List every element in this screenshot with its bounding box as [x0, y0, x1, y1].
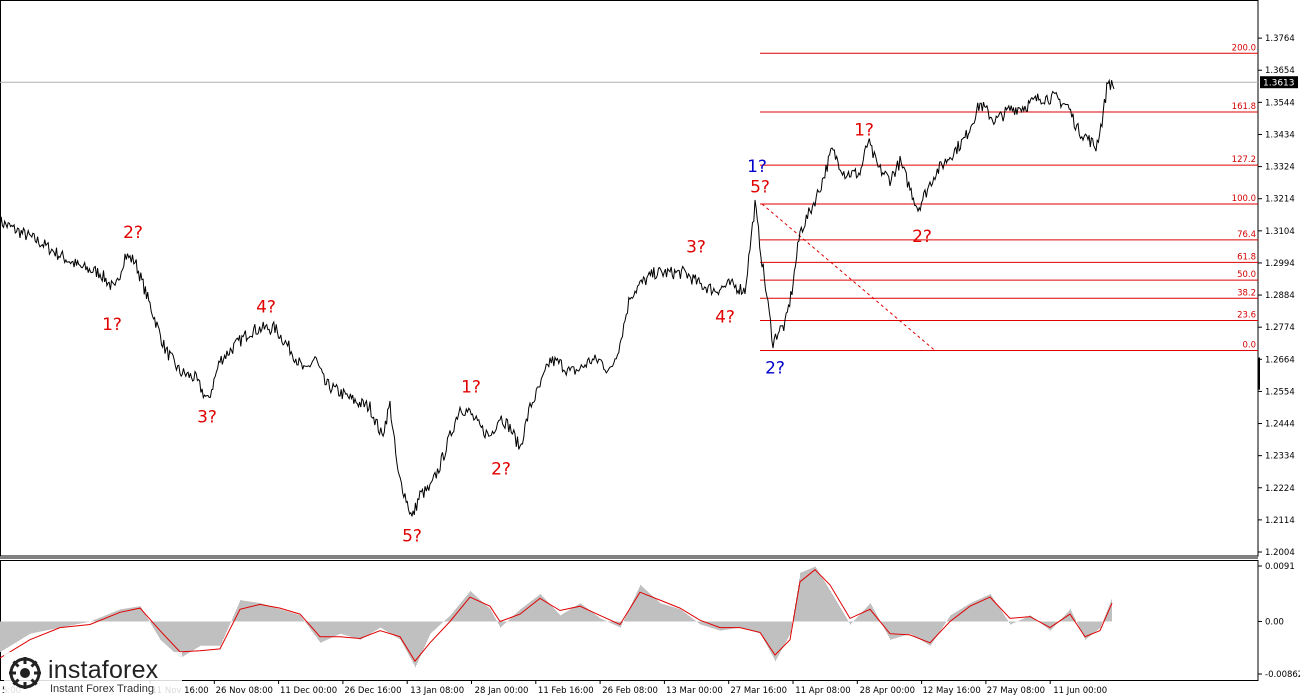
current-price-label: 1.3613: [1263, 79, 1295, 89]
x-tick-label: 13 Jan 08:00: [410, 686, 464, 696]
y-tick-label: 1.2224: [1265, 484, 1295, 494]
y-tick-label: 1.3214: [1265, 195, 1295, 205]
x-tick-label: 11 Dec 00:00: [280, 686, 337, 696]
y-tick-label: 1.2664: [1265, 355, 1295, 365]
y-tick-label: 1.2554: [1265, 387, 1295, 397]
x-tick-label: 11 Jun 00:00: [1053, 686, 1107, 696]
fib-level-label: 0.0: [1242, 341, 1256, 351]
osc-y-tick-label: -0.00862: [1265, 670, 1300, 680]
fib-level-label: 38.2: [1237, 288, 1256, 298]
y-tick-label: 1.2774: [1265, 323, 1295, 333]
wave-label: 3?: [197, 407, 217, 427]
x-tick-label: 26 Nov 08:00: [216, 686, 273, 696]
brand-tagline: Instant Forex Trading: [50, 683, 154, 695]
wave-label: 1?: [102, 315, 122, 335]
y-tick-label: 1.2444: [1265, 420, 1295, 430]
fib-level-label: 100.0: [1232, 194, 1256, 204]
wave-label: 2?: [765, 359, 785, 379]
wave-label: 4?: [256, 297, 276, 317]
fib-level-label: 61.8: [1237, 252, 1256, 262]
brand-name: instaforex: [48, 656, 159, 684]
y-tick-label: 1.2884: [1265, 291, 1295, 301]
osc-y-tick-label: 0.00: [1265, 617, 1284, 627]
fib-level-label: 50.0: [1237, 270, 1256, 280]
oscillator-signal-line: [0, 569, 1113, 662]
price-pane-frame: [0, 0, 1259, 557]
wave-label: 1?: [747, 157, 767, 177]
instaforex-logo-icon: [9, 657, 41, 689]
x-tick-label: 26 Dec 16:00: [344, 686, 401, 696]
wave-label: 1?: [854, 121, 874, 141]
wave-label: 5?: [750, 178, 770, 198]
x-tick-label: 26 Feb 08:00: [602, 686, 658, 696]
fib-level-label: 76.4: [1237, 230, 1256, 240]
oscillator-pane-frame: [0, 560, 1259, 681]
fib-level-label: 127.2: [1232, 155, 1256, 165]
x-tick-label: 13 Mar 00:00: [666, 686, 723, 696]
y-tick-label: 1.3764: [1265, 34, 1295, 44]
wave-label: 5?: [402, 526, 422, 546]
fib-level-label: 161.8: [1232, 102, 1256, 112]
y-tick-label: 1.3324: [1265, 163, 1295, 173]
fib-trend-line: [761, 203, 936, 351]
x-tick-label: 11 Apr 08:00: [795, 686, 850, 696]
y-tick-label: 1.2994: [1265, 259, 1295, 269]
wave-label: 2?: [912, 227, 932, 247]
price-pane: 1.3764 1.3654 1.3544 1.3434 1.3324 1.3214 1.31…: [0, 0, 1298, 559]
current-price-tag: [1260, 76, 1298, 89]
x-tick-label: 28 Jan 00:00: [475, 686, 529, 696]
y-tick-label: 1.3654: [1265, 66, 1295, 76]
wave-label: 2?: [491, 459, 511, 479]
y-tick-label: 1.2004: [1265, 548, 1295, 558]
x-tick-label: 28 Apr 00:00: [860, 686, 915, 696]
x-tick-label: 11 Feb 16:00: [538, 686, 594, 696]
fib-level-label: 200.0: [1232, 43, 1256, 53]
wave-label: 3?: [686, 237, 706, 257]
y-tick-label: 1.3434: [1265, 130, 1295, 140]
osc-y-tick-label: 0.0091: [1265, 562, 1295, 572]
oscillator-pane: 0.0091 0.00 -0.00862: [0, 560, 1300, 681]
y-tick-label: 1.2334: [1265, 452, 1295, 462]
x-tick-label: 27 Mar 16:00: [730, 686, 787, 696]
instaforex-logo: instaforex Instant Forex Trading: [4, 652, 182, 698]
y-tick-label: 1.2114: [1265, 516, 1295, 526]
wave-label: 4?: [715, 308, 735, 328]
fib-level-label: 23.6: [1237, 310, 1256, 320]
y-tick-label: 1.3104: [1265, 227, 1295, 237]
y-tick-label: 1.3544: [1265, 98, 1295, 108]
wave-label: 1?: [461, 378, 481, 398]
x-tick-label: 12 May 16:00: [922, 686, 980, 696]
x-tick-label: 27 May 08:00: [987, 686, 1045, 696]
price-series-line: [0, 78, 1115, 517]
wave-label: 2?: [123, 223, 143, 243]
